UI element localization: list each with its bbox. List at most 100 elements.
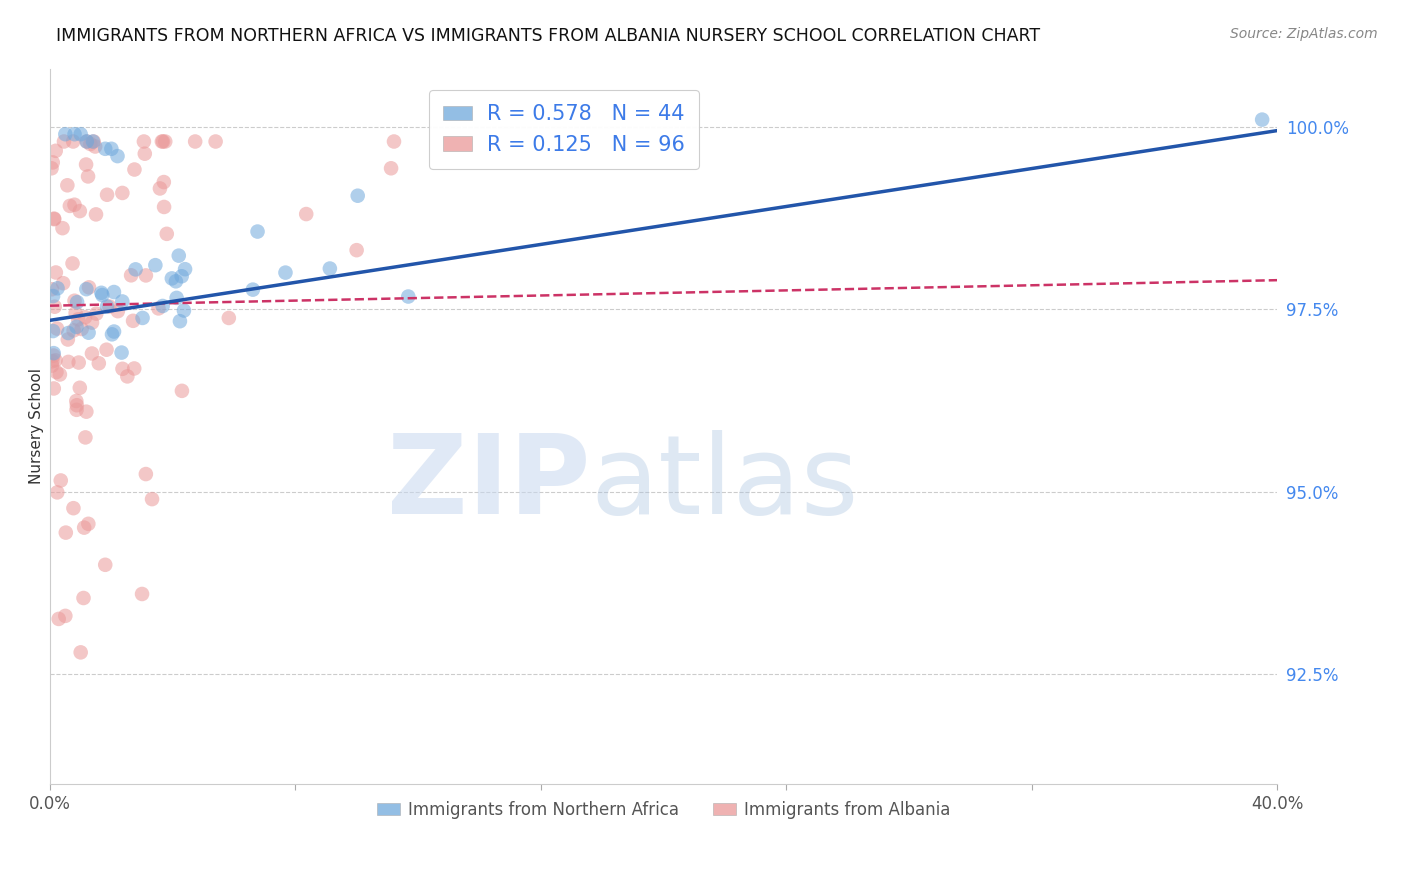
Point	[76, 135, 98, 149]
Point	[246, 225, 269, 239]
Point	[42, 346, 65, 360]
Point	[41, 161, 63, 176]
Point	[41, 282, 63, 296]
Point	[174, 262, 197, 277]
Point	[42, 155, 65, 169]
Point	[346, 243, 368, 257]
Point	[65, 394, 87, 409]
Point	[42, 289, 65, 303]
Point	[132, 135, 155, 149]
Point	[100, 142, 122, 156]
Point	[96, 343, 118, 357]
Point	[51, 221, 73, 235]
Point	[167, 249, 190, 263]
Point	[65, 306, 87, 320]
Point	[65, 402, 87, 417]
Point	[41, 354, 63, 368]
Point	[42, 381, 65, 395]
Point	[274, 266, 297, 280]
Point	[42, 349, 65, 363]
Point	[148, 301, 170, 316]
Point	[52, 276, 75, 290]
Point	[80, 346, 103, 360]
Point	[56, 333, 79, 347]
Point	[63, 127, 86, 141]
Point	[46, 321, 69, 335]
Point	[103, 325, 125, 339]
Point	[90, 285, 112, 300]
Point	[69, 645, 91, 659]
Point	[77, 280, 100, 294]
Point	[45, 265, 67, 279]
Text: Source: ZipAtlas.com: Source: ZipAtlas.com	[1230, 27, 1378, 41]
Point	[153, 175, 176, 189]
Point	[218, 310, 240, 325]
Point	[120, 268, 142, 283]
Point	[75, 282, 97, 296]
Point	[242, 283, 264, 297]
Point	[83, 135, 105, 149]
Point	[80, 316, 103, 330]
Point	[62, 256, 84, 270]
Point	[58, 355, 80, 369]
Point	[319, 261, 342, 276]
Point	[77, 169, 100, 184]
Point	[165, 274, 187, 288]
Point	[44, 353, 66, 368]
Point	[75, 430, 97, 444]
Point	[72, 591, 94, 605]
Point	[346, 188, 368, 202]
Point	[111, 361, 134, 376]
Text: atlas: atlas	[591, 430, 859, 537]
Point	[66, 398, 89, 412]
Point	[45, 144, 67, 158]
Point	[124, 262, 146, 277]
Point	[122, 361, 145, 376]
Point	[149, 181, 172, 195]
Point	[1251, 112, 1274, 127]
Point	[42, 212, 65, 227]
Point	[63, 198, 86, 212]
Point	[48, 612, 70, 626]
Point	[44, 300, 66, 314]
Point	[62, 323, 84, 337]
Point	[45, 365, 67, 379]
Point	[94, 558, 117, 572]
Point	[69, 204, 91, 219]
Point	[62, 135, 84, 149]
Point	[134, 146, 156, 161]
Point	[77, 326, 100, 340]
Point	[79, 136, 101, 151]
Point	[295, 207, 318, 221]
Point	[46, 485, 69, 500]
Point	[84, 307, 107, 321]
Point	[69, 381, 91, 395]
Point	[169, 314, 191, 328]
Point	[42, 324, 65, 338]
Text: IMMIGRANTS FROM NORTHERN AFRICA VS IMMIGRANTS FROM ALBANIA NURSERY SCHOOL CORREL: IMMIGRANTS FROM NORTHERN AFRICA VS IMMIG…	[56, 27, 1040, 45]
Point	[396, 289, 419, 303]
Point	[124, 162, 146, 177]
Point	[73, 521, 96, 535]
Point	[153, 200, 176, 214]
Point	[63, 293, 86, 308]
Point	[141, 492, 163, 507]
Point	[204, 135, 226, 149]
Point	[166, 291, 188, 305]
Point	[76, 135, 98, 149]
Point	[46, 281, 69, 295]
Point	[170, 269, 193, 284]
Point	[91, 288, 114, 302]
Point	[152, 135, 174, 149]
Point	[55, 525, 77, 540]
Point	[87, 356, 110, 370]
Point	[155, 135, 177, 149]
Point	[160, 271, 183, 285]
Point	[135, 268, 157, 283]
Point	[150, 135, 173, 149]
Point	[75, 405, 97, 419]
Point	[117, 369, 139, 384]
Point	[56, 178, 79, 193]
Point	[170, 384, 193, 398]
Point	[65, 319, 87, 334]
